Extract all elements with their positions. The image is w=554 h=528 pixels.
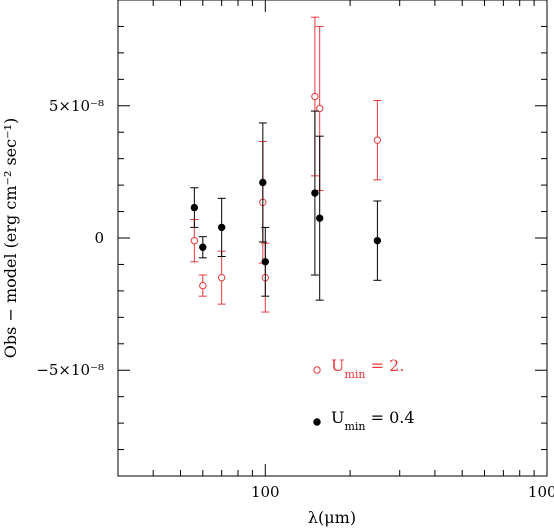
x-axis-label: λ(μm) (308, 508, 356, 527)
data-point (258, 122, 267, 243)
data-point (373, 99, 382, 181)
marker-open-circle (373, 136, 382, 144)
marker-open-circle (217, 273, 226, 282)
marker-filled-circle (190, 203, 199, 212)
marker-filled-circle (316, 214, 324, 222)
y-tick-label: 5×10⁻⁸ (49, 97, 104, 115)
y-tick-label: −5×10⁻⁸ (36, 361, 104, 379)
tick-labels: 100 1000 5×10⁻⁸ 0 −5×10⁻⁸ (36, 97, 554, 501)
legend-marker (313, 366, 321, 374)
marker-filled-circle (259, 178, 267, 187)
marker-filled-circle (199, 243, 207, 251)
legend-label: Umin = 2. (331, 356, 404, 381)
y-tick-label: 0 (94, 229, 104, 247)
legend-label: Umin = 0.4 (331, 408, 415, 433)
x-tick-label: 1000 (528, 483, 554, 501)
data-point (217, 197, 226, 258)
legend: Umin = 2. Umin = 0.4 (313, 356, 415, 433)
data-point (217, 250, 226, 305)
series-layer (190, 16, 382, 313)
marker-open-circle (316, 104, 324, 113)
x-tick-label: 100 (251, 483, 280, 501)
data-point (315, 135, 324, 301)
legend-marker (313, 418, 321, 426)
data-point (261, 226, 270, 297)
series-umin-0-4 (190, 110, 382, 301)
data-point (373, 200, 382, 281)
marker-filled-circle (261, 258, 269, 266)
marker-open-circle (199, 281, 207, 290)
data-point (310, 110, 319, 276)
data-point (198, 274, 207, 297)
plot-frame (117, 0, 548, 477)
legend-item-umin-0-4: Umin = 0.4 (313, 408, 415, 433)
marker-filled-circle (311, 189, 319, 197)
series-umin-2 (190, 16, 382, 313)
legend-item-umin-2: Umin = 2. (313, 356, 404, 381)
marker-open-circle (311, 92, 319, 101)
data-point (190, 187, 199, 228)
marker-filled-circle (217, 223, 226, 232)
y-axis-label: Obs − model (erg cm⁻² sec⁻¹) (1, 118, 20, 358)
data-point (198, 236, 207, 259)
marker-open-circle (190, 236, 199, 245)
axis-ticks (117, 0, 548, 477)
marker-filled-circle (373, 236, 382, 245)
